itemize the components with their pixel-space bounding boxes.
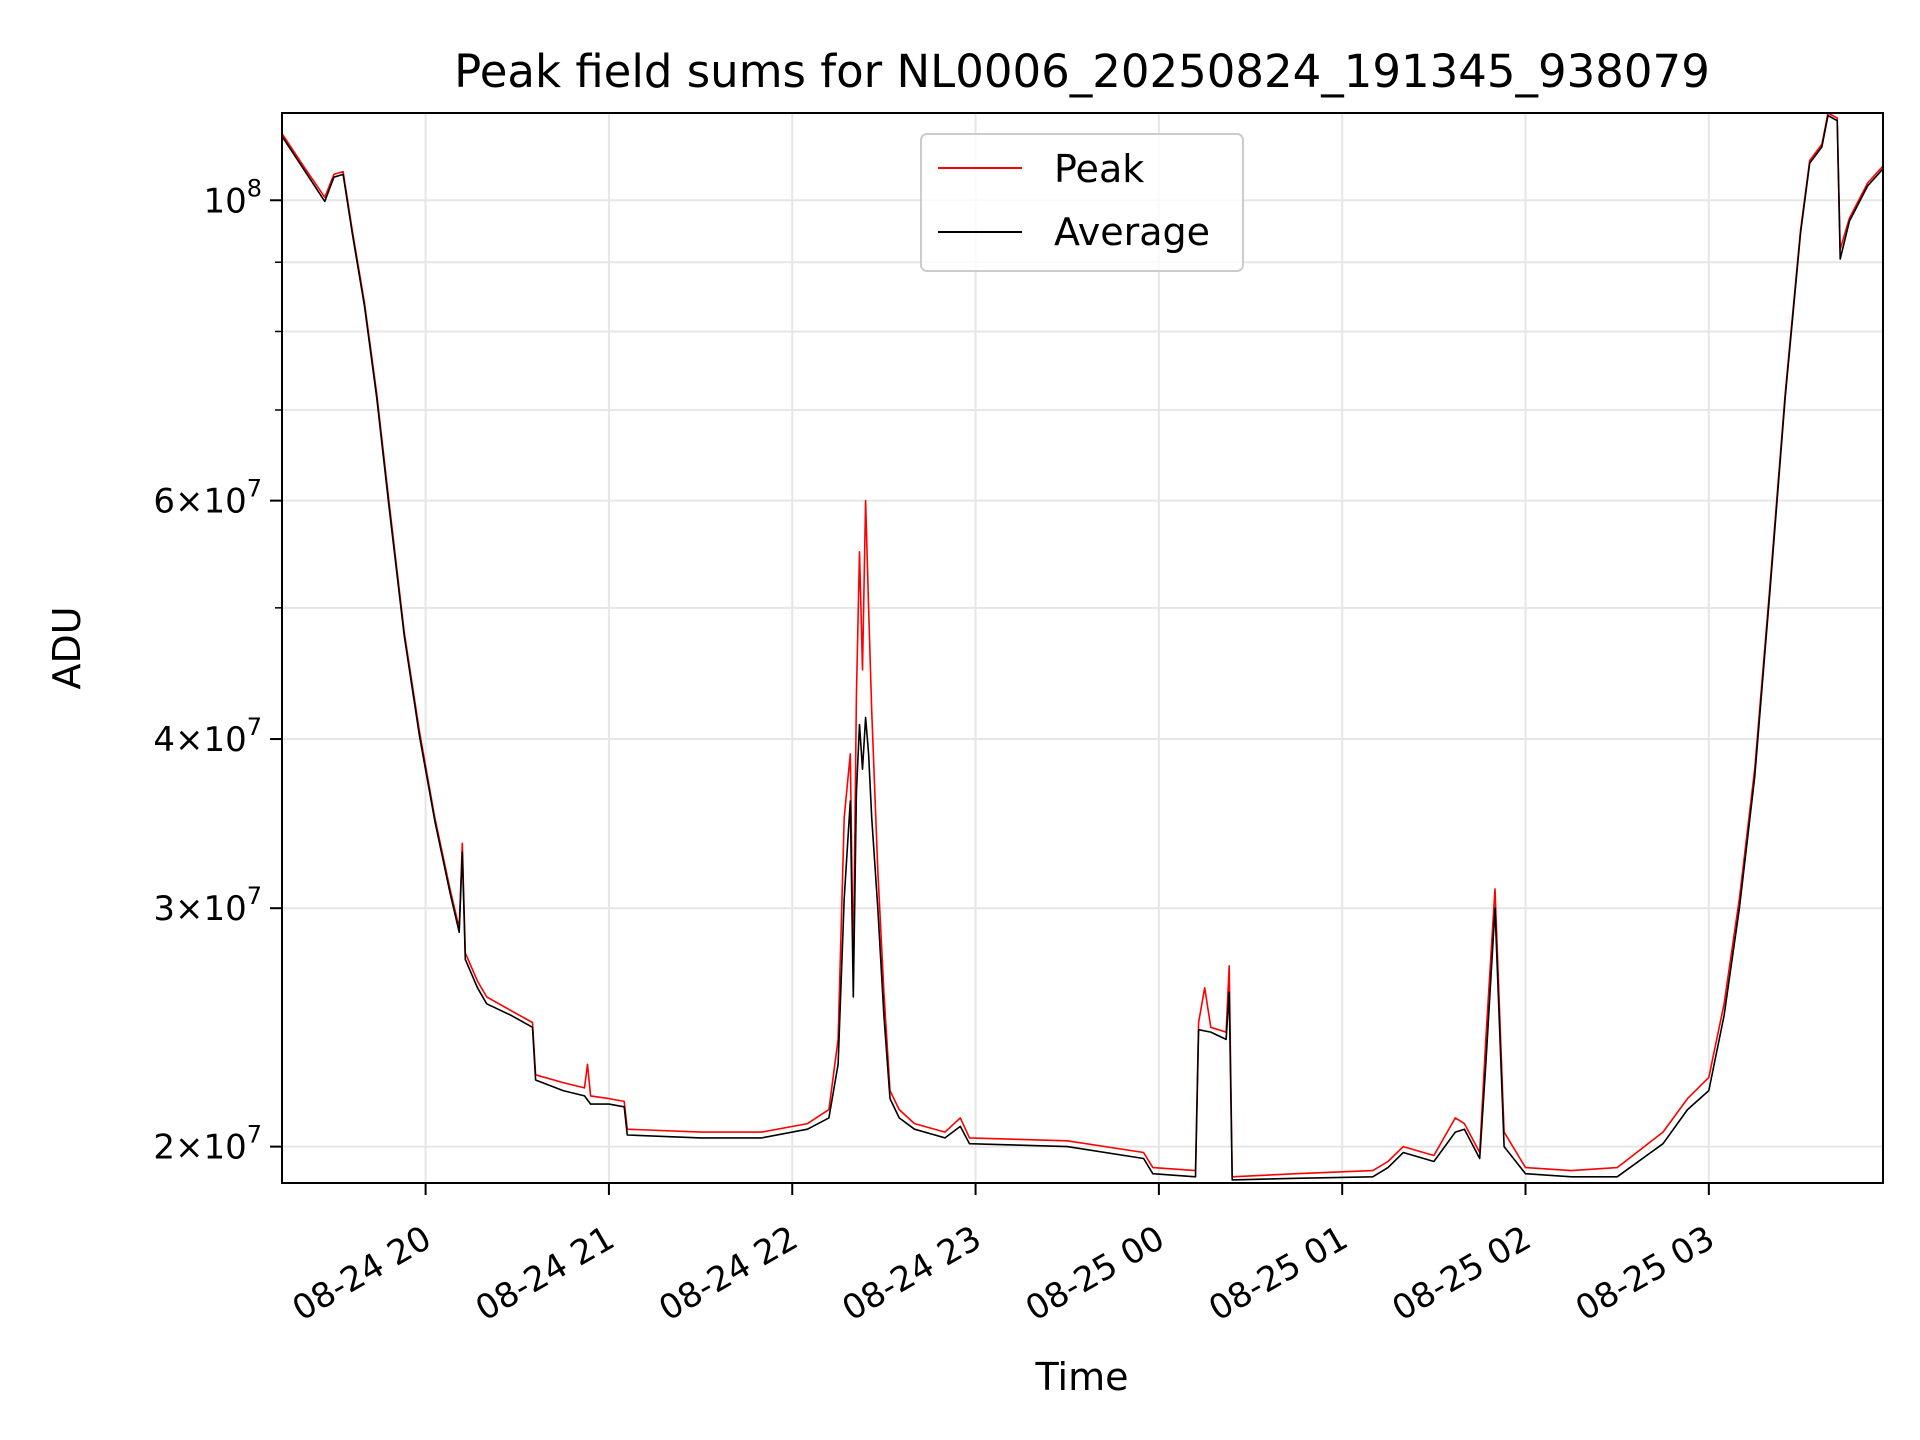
legend-label-peak: Peak — [1054, 147, 1144, 191]
y-axis: 2×107 3×107 4×107 6×107 108 — [153, 174, 282, 1168]
y-tick-label: 2×107 — [153, 1121, 262, 1168]
y-tick-label: 108 — [203, 174, 262, 221]
y-axis-label: ADU — [45, 606, 89, 689]
legend: Peak Average — [920, 133, 1244, 272]
x-axis-label: Time — [1035, 1355, 1129, 1399]
plot-frame — [281, 112, 1884, 1184]
y-tick-label: 3×107 — [153, 882, 262, 929]
legend-label-average: Average — [1054, 210, 1210, 254]
chart-title: Peak field sums for NL0006_20250824_1913… — [454, 45, 1710, 98]
grid — [282, 113, 1883, 1183]
y-tick-label: 6×107 — [153, 475, 262, 522]
y-tick-label: 4×107 — [153, 713, 262, 760]
series-layer — [282, 113, 1883, 1181]
series-line-average — [282, 114, 1883, 1181]
